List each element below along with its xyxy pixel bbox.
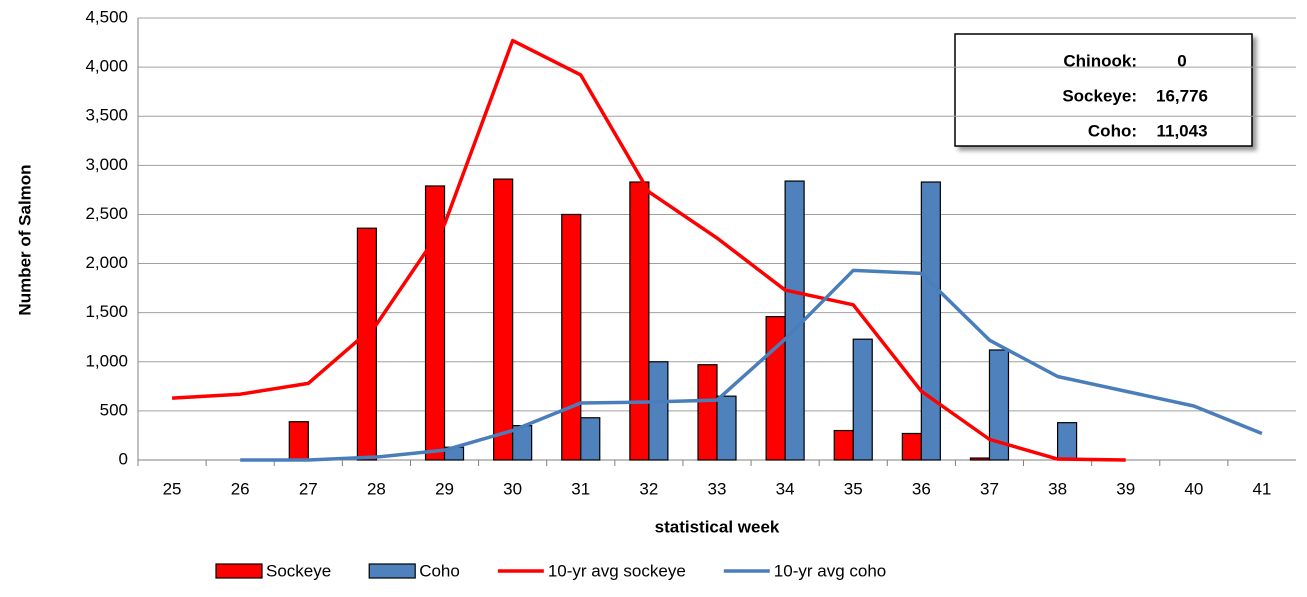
y-axis-label: Number of Salmon	[15, 164, 34, 315]
x-tick-label: 26	[231, 479, 250, 498]
legend-label: 10-yr avg sockeye	[548, 561, 686, 580]
y-tick-label: 3,500	[85, 106, 128, 125]
line	[240, 268, 1263, 462]
x-axis-label: statistical week	[655, 517, 780, 536]
annotation-value: 0	[1177, 51, 1186, 70]
bar	[833, 429, 854, 461]
x-tick-label: 25	[163, 479, 182, 498]
y-tick-label: 3,000	[85, 155, 128, 174]
bar	[648, 361, 669, 461]
bar	[852, 338, 873, 461]
x-tick-label: 32	[639, 479, 658, 498]
legend-swatch	[368, 563, 416, 579]
bar	[580, 417, 601, 461]
bar	[901, 432, 922, 461]
y-tick-label: 0	[119, 449, 128, 468]
line	[171, 38, 1126, 462]
x-tick-label: 31	[571, 479, 590, 498]
bar	[561, 213, 582, 461]
bar	[969, 457, 991, 461]
x-tick-label: 33	[708, 479, 727, 498]
legend-label: Sockeye	[266, 561, 331, 580]
x-tick-label: 38	[1048, 479, 1067, 498]
legend-label: Coho	[419, 561, 460, 580]
annotation-name: Coho:	[1088, 121, 1137, 140]
totals-box	[954, 33, 1253, 147]
bar	[716, 395, 737, 461]
legend-swatch	[215, 563, 263, 579]
x-tick-label: 34	[776, 479, 795, 498]
y-tick-label: 500	[100, 400, 128, 419]
annotation-value: 16,776	[1156, 86, 1208, 105]
x-tick-label: 35	[844, 479, 863, 498]
y-tick-label: 2,500	[85, 204, 128, 223]
x-tick-label: 41	[1252, 479, 1271, 498]
bar	[356, 227, 378, 461]
annotation-value: 11,043	[1156, 121, 1207, 140]
y-tick-label: 4,500	[85, 7, 128, 26]
x-tick-label: 39	[1116, 479, 1135, 498]
x-tick-label: 27	[299, 479, 318, 498]
bar	[920, 181, 941, 461]
x-tick-label: 37	[980, 479, 999, 498]
legend-label: 10-yr avg coho	[774, 561, 886, 580]
annotation-name: Sockeye:	[1062, 86, 1137, 105]
bar	[424, 185, 446, 461]
bar	[988, 349, 1010, 461]
bar	[765, 315, 786, 461]
annotation-name: Chinook:	[1063, 51, 1137, 70]
bar	[629, 181, 650, 461]
bar	[697, 364, 718, 461]
y-tick-label: 2,000	[85, 253, 128, 272]
x-tick-label: 28	[367, 479, 386, 498]
y-tick-label: 1,500	[85, 302, 128, 321]
x-tick-label: 36	[912, 479, 931, 498]
x-tick-label: 40	[1184, 479, 1203, 498]
bar	[1056, 422, 1078, 461]
y-tick-label: 4,000	[85, 57, 128, 76]
y-tick-label: 1,000	[85, 351, 128, 370]
bar	[288, 421, 309, 461]
x-tick-label: 30	[503, 479, 522, 498]
bar	[493, 178, 514, 461]
x-tick-label: 29	[435, 479, 454, 498]
